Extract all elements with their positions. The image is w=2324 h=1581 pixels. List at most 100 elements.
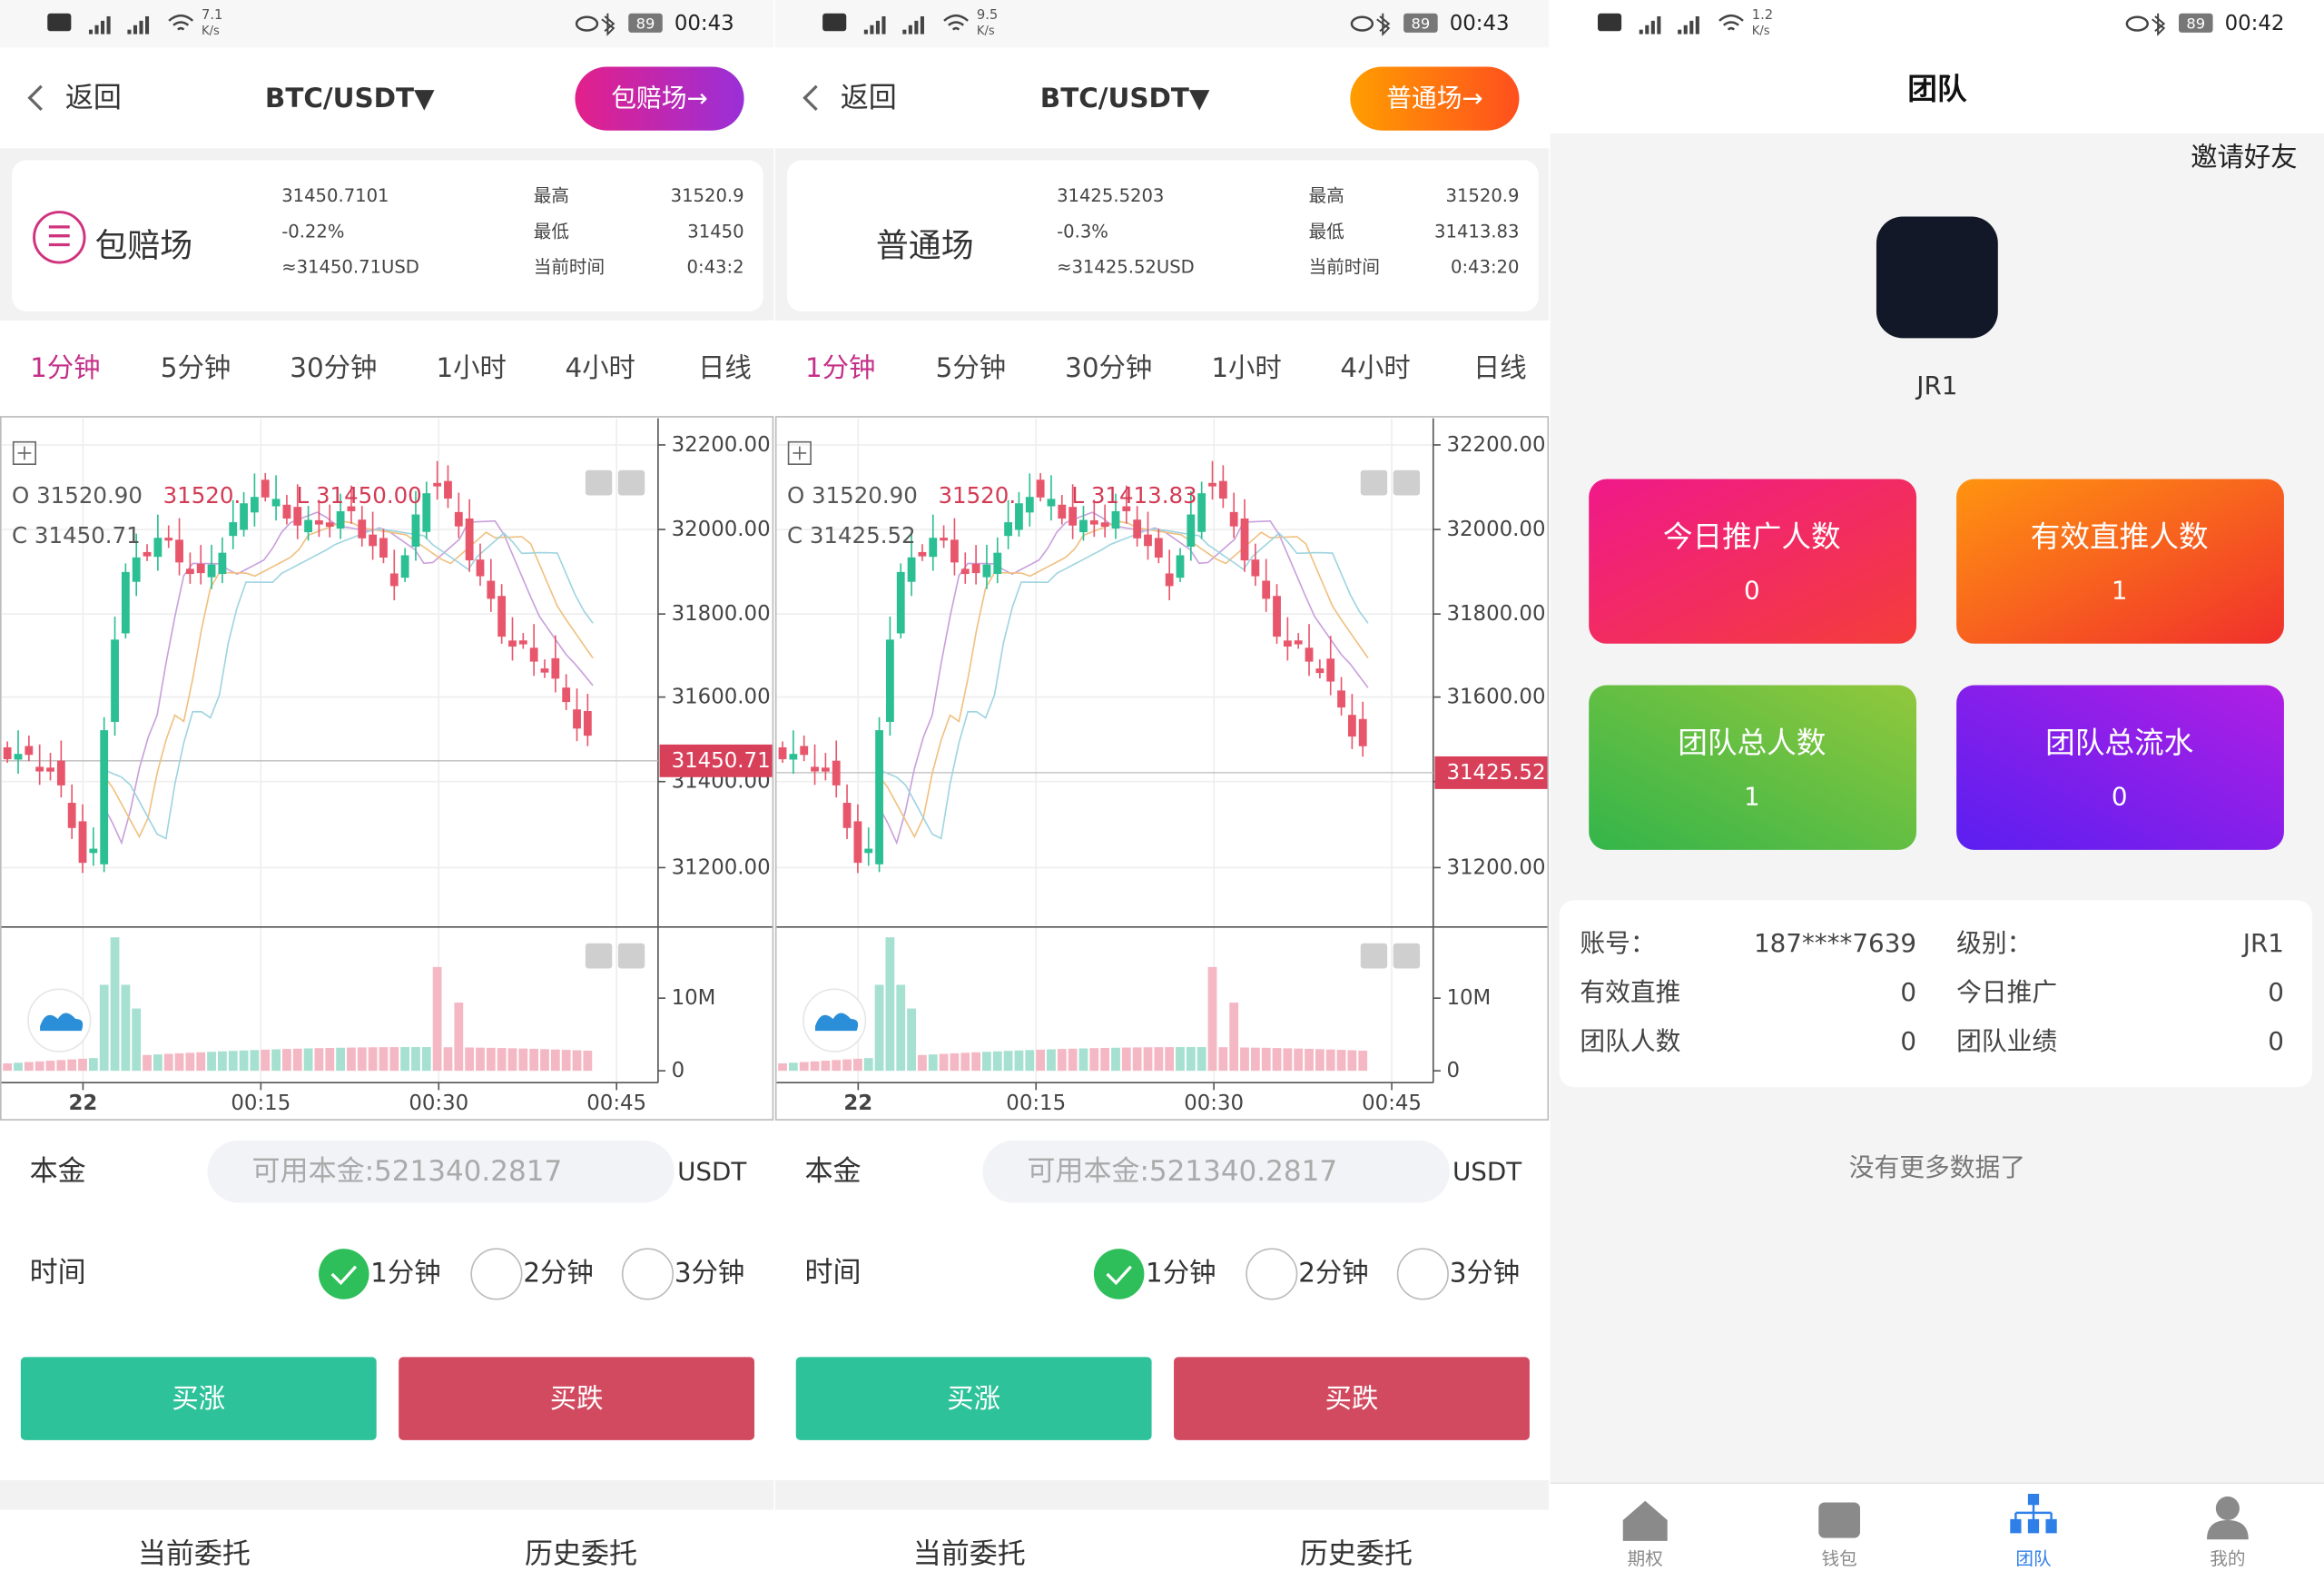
switch-button[interactable]: 普通场→ xyxy=(1386,83,1482,113)
order-tab[interactable]: 历史委托 xyxy=(1300,1538,1413,1571)
principal-placeholder: 可用本金:521340.2817 xyxy=(1027,1155,1337,1188)
volume-bar xyxy=(1325,1049,1335,1072)
duration-option[interactable]: 2分钟 xyxy=(1246,1248,1369,1300)
buy-up-button[interactable] xyxy=(20,1357,377,1440)
interval-tab[interactable]: 1分钟 xyxy=(30,352,100,383)
candle-body xyxy=(444,480,452,499)
volume-bar xyxy=(99,984,109,1072)
last-price-tag xyxy=(1434,756,1548,789)
order-tab[interactable]: 当前委托 xyxy=(138,1538,251,1571)
volume-bar xyxy=(896,984,906,1072)
duration-label: 3分钟 xyxy=(675,1257,744,1288)
candle-body xyxy=(551,657,560,679)
interval-tab[interactable]: 日线 xyxy=(698,352,752,383)
market-stat-value: 0:43:20 xyxy=(1451,256,1519,277)
nav-item[interactable]: 团队 xyxy=(2010,1494,2057,1569)
switch-button-bg[interactable] xyxy=(1350,66,1520,131)
signal-bar xyxy=(863,29,868,35)
interval-tab[interactable]: 1分钟 xyxy=(805,352,875,383)
interval-tab[interactable]: 4小时 xyxy=(566,352,635,383)
signal-bar xyxy=(1650,20,1655,35)
duration-label: 2分钟 xyxy=(1298,1257,1368,1288)
interval-tab[interactable]: 4小时 xyxy=(1340,352,1410,383)
order-tab[interactable]: 历史委托 xyxy=(525,1538,637,1571)
interval-tab[interactable]: 1小时 xyxy=(1211,352,1281,383)
stat-card[interactable]: 有效直推人数 1 xyxy=(1956,479,2284,644)
interval-tab[interactable]: 5分钟 xyxy=(161,352,231,383)
principal-input[interactable] xyxy=(207,1140,675,1203)
market-card xyxy=(786,160,1539,311)
status-bar: 9.5 K/s 89 00:43 xyxy=(774,0,1550,48)
volume-bar xyxy=(282,1049,291,1072)
market-price: 31450.7101 xyxy=(281,185,389,206)
buy-down-button[interactable] xyxy=(1174,1357,1530,1440)
candle-body xyxy=(196,563,205,574)
interval-tab[interactable]: 30分钟 xyxy=(1065,352,1152,383)
crosshair-icon xyxy=(12,440,36,466)
duration-label: 3分钟 xyxy=(1450,1257,1520,1288)
volume-bar xyxy=(1305,1048,1314,1072)
duration-option[interactable]: 3分钟 xyxy=(621,1248,745,1300)
volume-bar xyxy=(832,1060,842,1072)
order-tab[interactable]: 当前委托 xyxy=(913,1538,1026,1571)
volume-bar xyxy=(1078,1048,1088,1072)
duration-option[interactable]: 1分钟 xyxy=(1093,1249,1216,1299)
candle-body xyxy=(950,539,959,563)
back-arrow[interactable] xyxy=(803,84,818,112)
price-tick-label: 32200.00 xyxy=(1446,433,1545,457)
candle-body xyxy=(821,767,830,772)
network-speed-unit: K/s xyxy=(977,25,995,38)
candle-body xyxy=(1197,493,1206,532)
stat-card[interactable]: 今日推广人数 0 xyxy=(1589,479,1917,644)
stat-card[interactable]: 团队总人数 1 xyxy=(1589,685,1917,850)
interval-tab[interactable]: 日线 xyxy=(1473,352,1527,383)
volume-bar xyxy=(1165,1047,1175,1072)
duration-option[interactable]: 3分钟 xyxy=(1396,1248,1521,1300)
battery-level: 89 xyxy=(1412,15,1431,33)
interval-tab[interactable]: 1小时 xyxy=(436,352,506,383)
eye-icon xyxy=(1350,15,1374,32)
trading-pair[interactable]: BTC/USDT▼ xyxy=(265,83,435,114)
volume-bar xyxy=(368,1047,378,1072)
volume-bar xyxy=(1025,1050,1035,1072)
price-tick-label: 31600.00 xyxy=(672,686,771,709)
switch-button[interactable]: 包赔场→ xyxy=(611,83,707,113)
volume-tick-label: 10M xyxy=(672,986,716,1010)
volume-bar xyxy=(572,1050,582,1072)
candle-body xyxy=(789,754,798,760)
back-arrow[interactable] xyxy=(27,84,43,112)
back-button[interactable]: 返回 xyxy=(65,82,122,114)
stat-card[interactable]: 团队总流水 0 xyxy=(1956,685,2284,850)
back-button[interactable]: 返回 xyxy=(841,82,897,114)
interval-tab[interactable]: 30分钟 xyxy=(290,352,377,383)
duration-option[interactable]: 2分钟 xyxy=(470,1248,594,1300)
buy-up-button[interactable] xyxy=(795,1357,1152,1440)
candle-body xyxy=(907,557,916,582)
chart-tool-icon xyxy=(585,943,613,969)
battery-icon xyxy=(628,13,663,33)
trading-pair[interactable]: BTC/USDT▼ xyxy=(1040,83,1210,114)
volume-bar xyxy=(497,1048,507,1072)
stat-card-label: 团队总人数 xyxy=(1678,726,1826,760)
principal-input[interactable] xyxy=(982,1140,1450,1203)
switch-button-bg[interactable] xyxy=(575,66,744,131)
invite-link[interactable]: 邀请好友 xyxy=(2191,142,2297,173)
candle-body xyxy=(336,510,345,529)
candle-body xyxy=(56,760,65,786)
candle-body xyxy=(1004,522,1013,537)
candle-body xyxy=(411,514,420,548)
signal-bar xyxy=(94,25,99,35)
candle-body xyxy=(1068,507,1078,526)
ohlc-label: L 31450.00 xyxy=(297,482,422,509)
nav-item[interactable]: 我的 xyxy=(2207,1496,2249,1569)
market-icon-stack xyxy=(48,225,70,247)
nav-item[interactable]: 钱包 xyxy=(1818,1502,1860,1569)
nav-item[interactable]: 期权 xyxy=(1622,1500,1668,1569)
volume-bar xyxy=(885,937,895,1072)
account-label: 有效直推 xyxy=(1580,977,1680,1007)
volume-bar xyxy=(1315,1049,1324,1072)
buy-down-button[interactable] xyxy=(399,1357,755,1440)
interval-tab[interactable]: 5分钟 xyxy=(936,352,1006,383)
duration-option[interactable]: 1分钟 xyxy=(319,1249,441,1299)
ohlc-label: O 31520.90 xyxy=(12,482,143,509)
